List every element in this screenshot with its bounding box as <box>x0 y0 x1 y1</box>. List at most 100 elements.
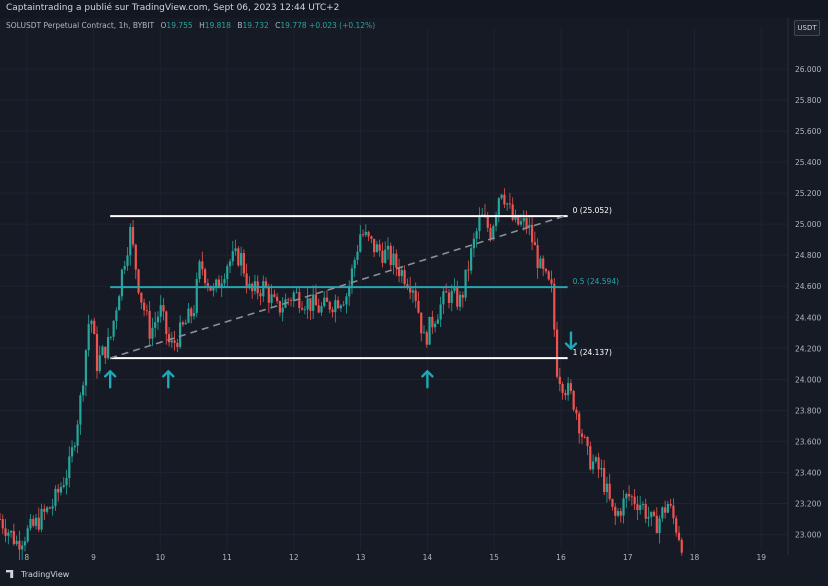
tradingview-logo[interactable]: TradingView <box>6 570 69 579</box>
candle-body <box>68 456 71 479</box>
candle-body <box>522 217 525 222</box>
candle-body <box>614 506 617 516</box>
candle-body <box>259 293 262 297</box>
candle-body <box>406 284 409 288</box>
candle-body <box>93 320 96 335</box>
candle-body <box>630 496 633 498</box>
candle-body <box>414 290 417 301</box>
candle-body <box>386 245 390 250</box>
candle-body <box>148 310 151 339</box>
dashed-trendline <box>109 215 565 359</box>
candle-body <box>434 323 437 328</box>
change-value: +0.023 (+0.12%) <box>309 21 376 30</box>
candle-body <box>162 305 165 312</box>
y-tick-label: 24.400 <box>795 313 821 322</box>
candle-body <box>652 511 656 516</box>
candle-body <box>154 322 157 328</box>
candle-body <box>9 531 13 533</box>
candle-body <box>514 215 517 220</box>
y-tick-label: 23.200 <box>795 499 821 508</box>
candle-body <box>616 511 620 516</box>
candle-body <box>170 340 173 343</box>
candle-body <box>370 236 373 239</box>
candle-body <box>403 270 406 285</box>
candle-body <box>655 515 658 534</box>
candle-body <box>206 282 209 286</box>
candle-body <box>580 433 584 437</box>
candle-body <box>303 309 306 311</box>
candle-body <box>644 504 647 519</box>
candle-body <box>453 287 456 291</box>
candle-body <box>82 385 85 396</box>
candle-body <box>203 269 207 283</box>
candle-body <box>281 307 284 313</box>
candle-body <box>109 336 112 338</box>
y-tick-label: 23.400 <box>795 468 821 477</box>
candle-body <box>306 298 309 310</box>
candle-body <box>156 316 160 323</box>
candles <box>0 188 683 561</box>
y-tick-label: 23.600 <box>795 437 821 446</box>
candle-body <box>625 493 628 499</box>
x-tick-label: 9 <box>91 553 96 562</box>
y-tick-label: 26.000 <box>795 65 821 74</box>
candle-body <box>167 334 171 343</box>
candle-body <box>641 504 645 506</box>
candle-body <box>600 467 603 470</box>
candle-body <box>533 242 536 246</box>
candle-body <box>561 383 564 393</box>
candle-body <box>445 291 448 293</box>
x-tick-label: 17 <box>623 553 633 562</box>
candle-body <box>29 518 32 529</box>
candle-body <box>367 231 370 237</box>
candle-body <box>528 224 531 228</box>
candle-body <box>273 294 276 297</box>
candle-body <box>126 255 129 267</box>
candle-body <box>134 244 137 270</box>
candle-body <box>65 478 68 486</box>
candle-body <box>361 234 365 236</box>
candle-body <box>475 231 478 239</box>
x-tick-label: 14 <box>423 553 433 562</box>
low-key: B <box>237 21 243 30</box>
candle-body <box>115 310 118 321</box>
candle-body <box>278 301 282 313</box>
candle-body <box>159 305 162 317</box>
candle-body <box>359 234 362 252</box>
x-tick-label: 16 <box>556 553 566 562</box>
candle-body <box>605 483 609 493</box>
candle-body <box>320 306 323 313</box>
y-tick-label: 25.400 <box>795 158 821 167</box>
currency-button[interactable]: USDT <box>794 20 820 36</box>
candle-body <box>503 194 506 205</box>
candle-body <box>245 273 248 287</box>
candle-body <box>553 283 556 330</box>
candle-body <box>531 224 534 243</box>
close-key: C <box>275 21 281 30</box>
candle-body <box>478 216 481 232</box>
candle-body <box>675 518 678 533</box>
candle-body <box>242 253 245 274</box>
candle-body <box>636 504 639 511</box>
open-value: 19.755 <box>166 21 193 30</box>
candle-body <box>353 260 356 269</box>
high-key: H <box>199 21 205 30</box>
chart-grid <box>0 28 788 550</box>
candle-body <box>90 320 93 325</box>
candle-body <box>106 337 110 359</box>
candle-body <box>345 296 348 305</box>
trendline[interactable] <box>109 215 565 359</box>
candle-body <box>226 266 229 280</box>
candle-body <box>420 312 423 334</box>
candle-body <box>384 249 387 263</box>
candle-body <box>364 231 367 235</box>
candle-body <box>120 269 124 297</box>
candle-body <box>550 279 553 284</box>
symbol-legend: SOLUSDT Perpetual Contract, 1h, BYBIT O1… <box>6 21 375 30</box>
candle-body <box>4 528 7 536</box>
fib-level-label: 1 (24.137) <box>573 348 612 357</box>
candle-body <box>586 436 589 447</box>
candle-body <box>87 324 90 351</box>
fib-levels[interactable]: 0 (25.052) 0.5 (24.594) 1 (24.137) <box>110 206 619 360</box>
